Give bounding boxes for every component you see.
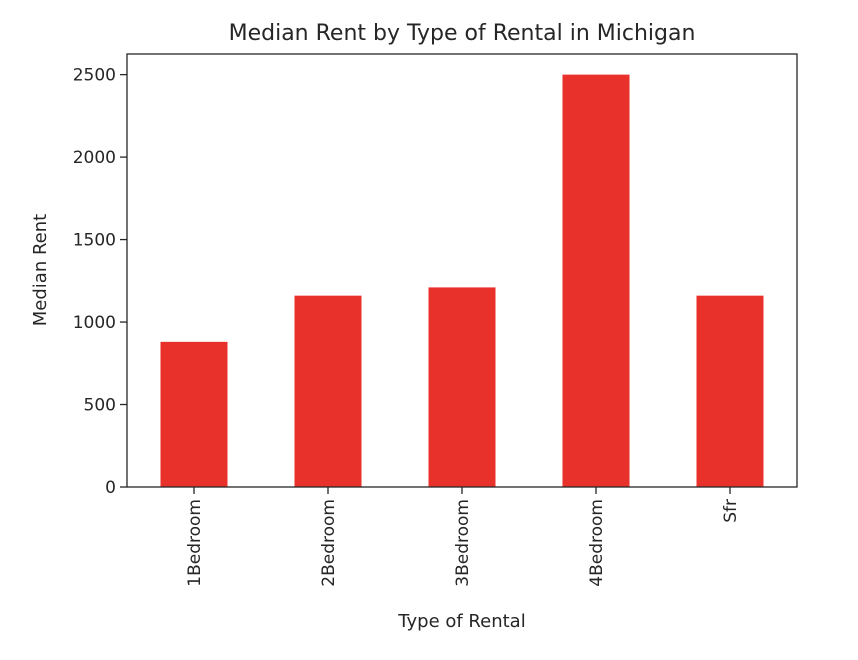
x-tick-label: 2Bedroom: [319, 499, 339, 587]
bars-group: [160, 74, 764, 488]
plot-frame: [126, 53, 798, 488]
bar-4bedroom: [562, 74, 630, 488]
bar-1bedroom: [160, 341, 228, 487]
y-tick-label: 1500: [73, 231, 116, 251]
y-tick-label: 500: [84, 396, 116, 416]
x-axis-label: Type of Rental: [397, 611, 525, 632]
x-tick-label: 3Bedroom: [453, 499, 473, 587]
y-tick-label: 2000: [73, 148, 116, 168]
bar-3bedroom: [428, 287, 496, 487]
bar-sfr: [696, 295, 764, 487]
y-tick-label: 0: [105, 478, 116, 498]
chart-title: Median Rent by Type of Rental in Michiga…: [229, 21, 696, 46]
x-axis: 1Bedroom 2Bedroom 3Bedroom 4Bedroom Sfr: [185, 487, 741, 587]
bar-2bedroom: [294, 295, 362, 487]
x-tick-label: 1Bedroom: [185, 499, 205, 587]
x-tick-label: Sfr: [721, 499, 741, 523]
y-tick-label: 1000: [73, 313, 116, 333]
x-tick-label: 4Bedroom: [587, 499, 607, 587]
y-axis: 0 500 1000 1500 2000 2500: [73, 66, 127, 498]
y-tick-label: 2500: [73, 66, 116, 86]
y-axis-label: Median Rent: [30, 214, 51, 326]
